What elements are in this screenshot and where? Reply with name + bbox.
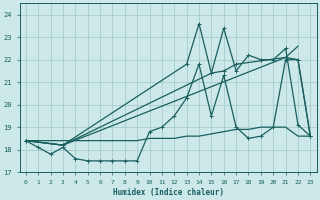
X-axis label: Humidex (Indice chaleur): Humidex (Indice chaleur) xyxy=(113,188,224,197)
